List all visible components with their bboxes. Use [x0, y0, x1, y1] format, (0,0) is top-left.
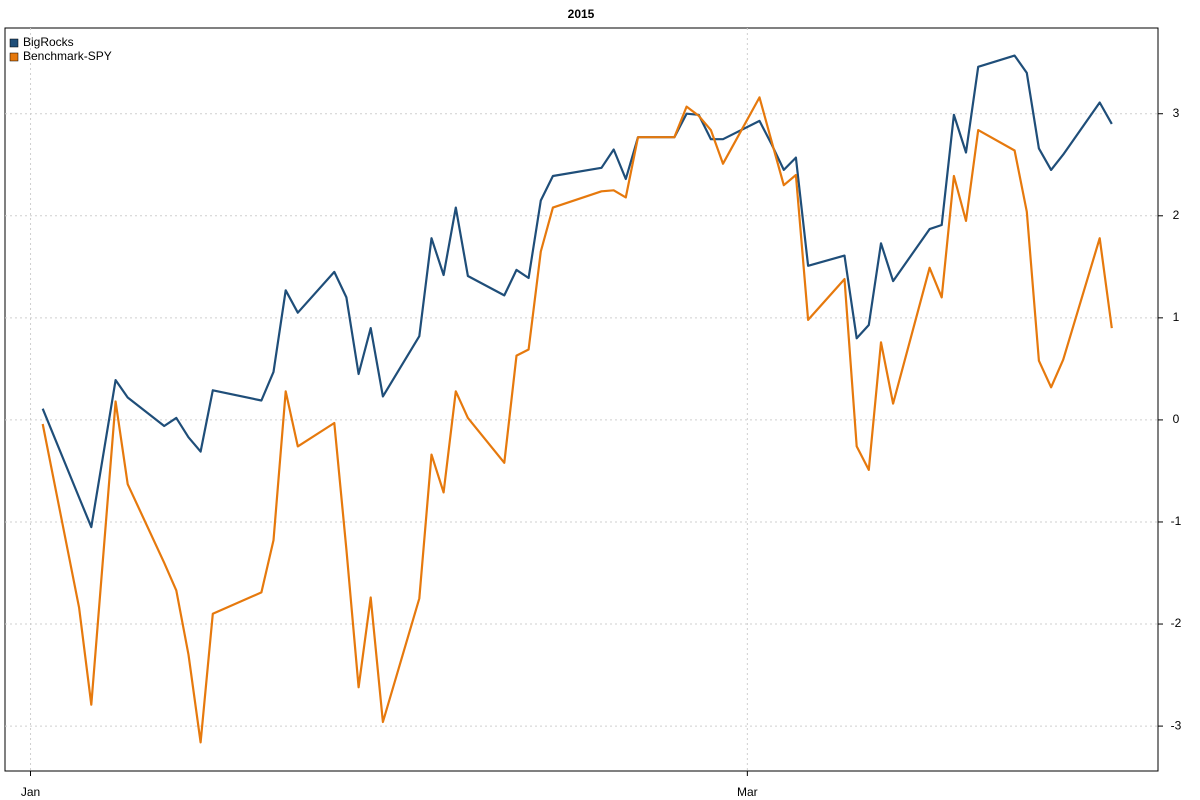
x-tick-label: Mar — [737, 785, 758, 799]
series-line — [41, 96, 1113, 744]
series-line — [41, 54, 1113, 529]
legend-swatch — [9, 52, 19, 62]
y-tick-label: 1 — [1173, 310, 1180, 324]
legend-swatch — [9, 38, 19, 48]
legend-label: BigRocks — [23, 35, 74, 49]
y-tick-label: 2 — [1173, 208, 1180, 222]
y-tick-label: 3 — [1173, 106, 1180, 120]
y-tick-label: -3 — [1171, 718, 1182, 732]
y-tick-label: 0 — [1173, 412, 1180, 426]
y-tick-label: -1 — [1171, 514, 1182, 528]
x-tick-label: Jan — [21, 785, 40, 799]
chart-title: 2015 — [568, 7, 595, 21]
y-tick-label: -2 — [1171, 616, 1182, 630]
plot-frame — [4, 27, 1159, 772]
legend-label: Benchmark-SPY — [23, 49, 112, 63]
